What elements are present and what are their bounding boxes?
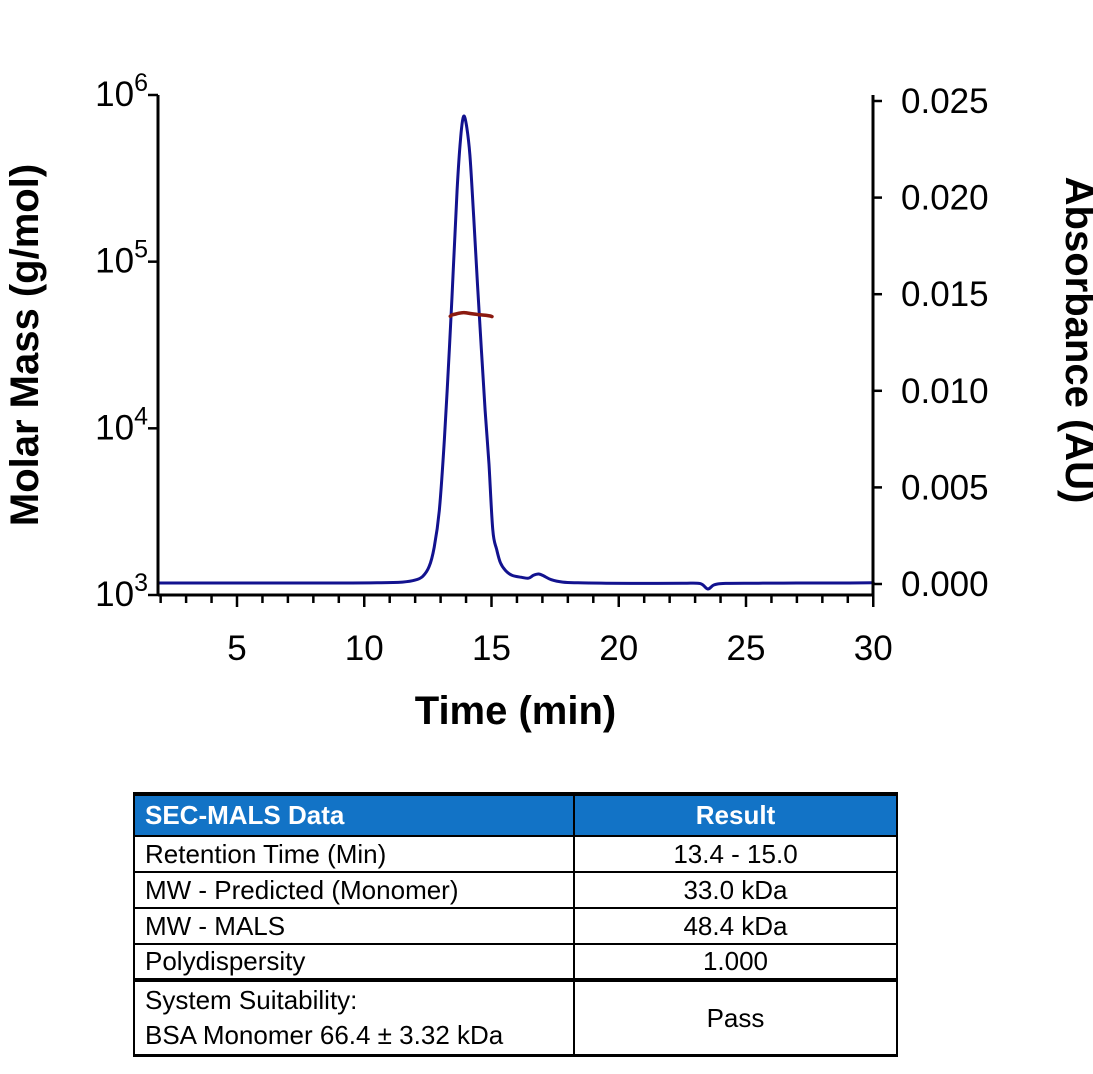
left-tick-label: 103 xyxy=(95,569,148,614)
table-row: System Suitability: BSA Monomer 66.4 ± 3… xyxy=(133,978,898,1057)
right-tick-label: 0.010 xyxy=(901,372,989,411)
right-axis-title: Absorbance (AU) xyxy=(1057,177,1093,504)
row-label-system-suitability: System Suitability: BSA Monomer 66.4 ± 3… xyxy=(133,978,575,1057)
row-label-mw-mals: MW - MALS xyxy=(133,907,575,945)
sec-mals-results-table-container: SEC-MALS Data Result Retention Time (Min… xyxy=(133,792,898,1057)
row-value-mw-mals: 48.4 kDa xyxy=(573,907,898,945)
table-row: Polydispersity 1.000 xyxy=(133,943,898,981)
x-tick-label: 20 xyxy=(599,629,638,668)
row-label-retention-time: Retention Time (Min) xyxy=(133,835,575,873)
sec-mals-results-table: SEC-MALS Data Result Retention Time (Min… xyxy=(133,792,898,1057)
right-tick-label: 0.000 xyxy=(901,565,989,604)
right-tick-label: 0.020 xyxy=(901,179,989,218)
x-axis-title: Time (min) xyxy=(415,689,617,733)
x-tick-label: 30 xyxy=(854,629,893,668)
right-tick-label: 0.025 xyxy=(901,82,989,121)
table-header-sec-mals-data: SEC-MALS Data xyxy=(133,793,575,837)
left-tick-label: 104 xyxy=(95,402,148,447)
molar-mass-trace xyxy=(448,310,494,319)
system-suitability-line2: BSA Monomer 66.4 ± 3.32 kDa xyxy=(145,1020,504,1050)
row-value-system-suitability: Pass xyxy=(573,978,898,1057)
absorbance-trace xyxy=(156,114,875,591)
x-tick-label: 10 xyxy=(345,629,384,668)
system-suitability-line1: System Suitability: xyxy=(145,985,358,1015)
right-tick-label: 0.015 xyxy=(901,275,989,314)
sec-mals-chromatogram: 5 10 15 20 25 30 103 104 105 106 0.000 0.005 0.010 0.… xyxy=(3,69,1093,733)
row-label-mw-predicted: MW - Predicted (Monomer) xyxy=(133,871,575,909)
x-tick-label: 15 xyxy=(472,629,511,668)
row-value-retention-time: 13.4 - 15.0 xyxy=(573,835,898,873)
table-row: MW - Predicted (Monomer) 33.0 kDa xyxy=(133,871,898,909)
table-header-result: Result xyxy=(573,793,898,837)
table-row: MW - MALS 48.4 kDa xyxy=(133,907,898,945)
right-tick-label: 0.005 xyxy=(901,468,989,507)
table-row: Retention Time (Min) 13.4 - 15.0 xyxy=(133,835,898,873)
row-value-mw-predicted: 33.0 kDa xyxy=(573,871,898,909)
x-tick-label: 25 xyxy=(727,629,766,668)
row-label-polydispersity: Polydispersity xyxy=(133,943,575,981)
table-header-row: SEC-MALS Data Result xyxy=(133,793,898,837)
left-tick-label: 105 xyxy=(95,236,148,281)
row-value-polydispersity: 1.000 xyxy=(573,943,898,981)
left-axis-title: Molar Mass (g/mol) xyxy=(3,164,47,526)
left-tick-label: 106 xyxy=(95,69,148,114)
x-tick-label: 5 xyxy=(227,629,246,668)
